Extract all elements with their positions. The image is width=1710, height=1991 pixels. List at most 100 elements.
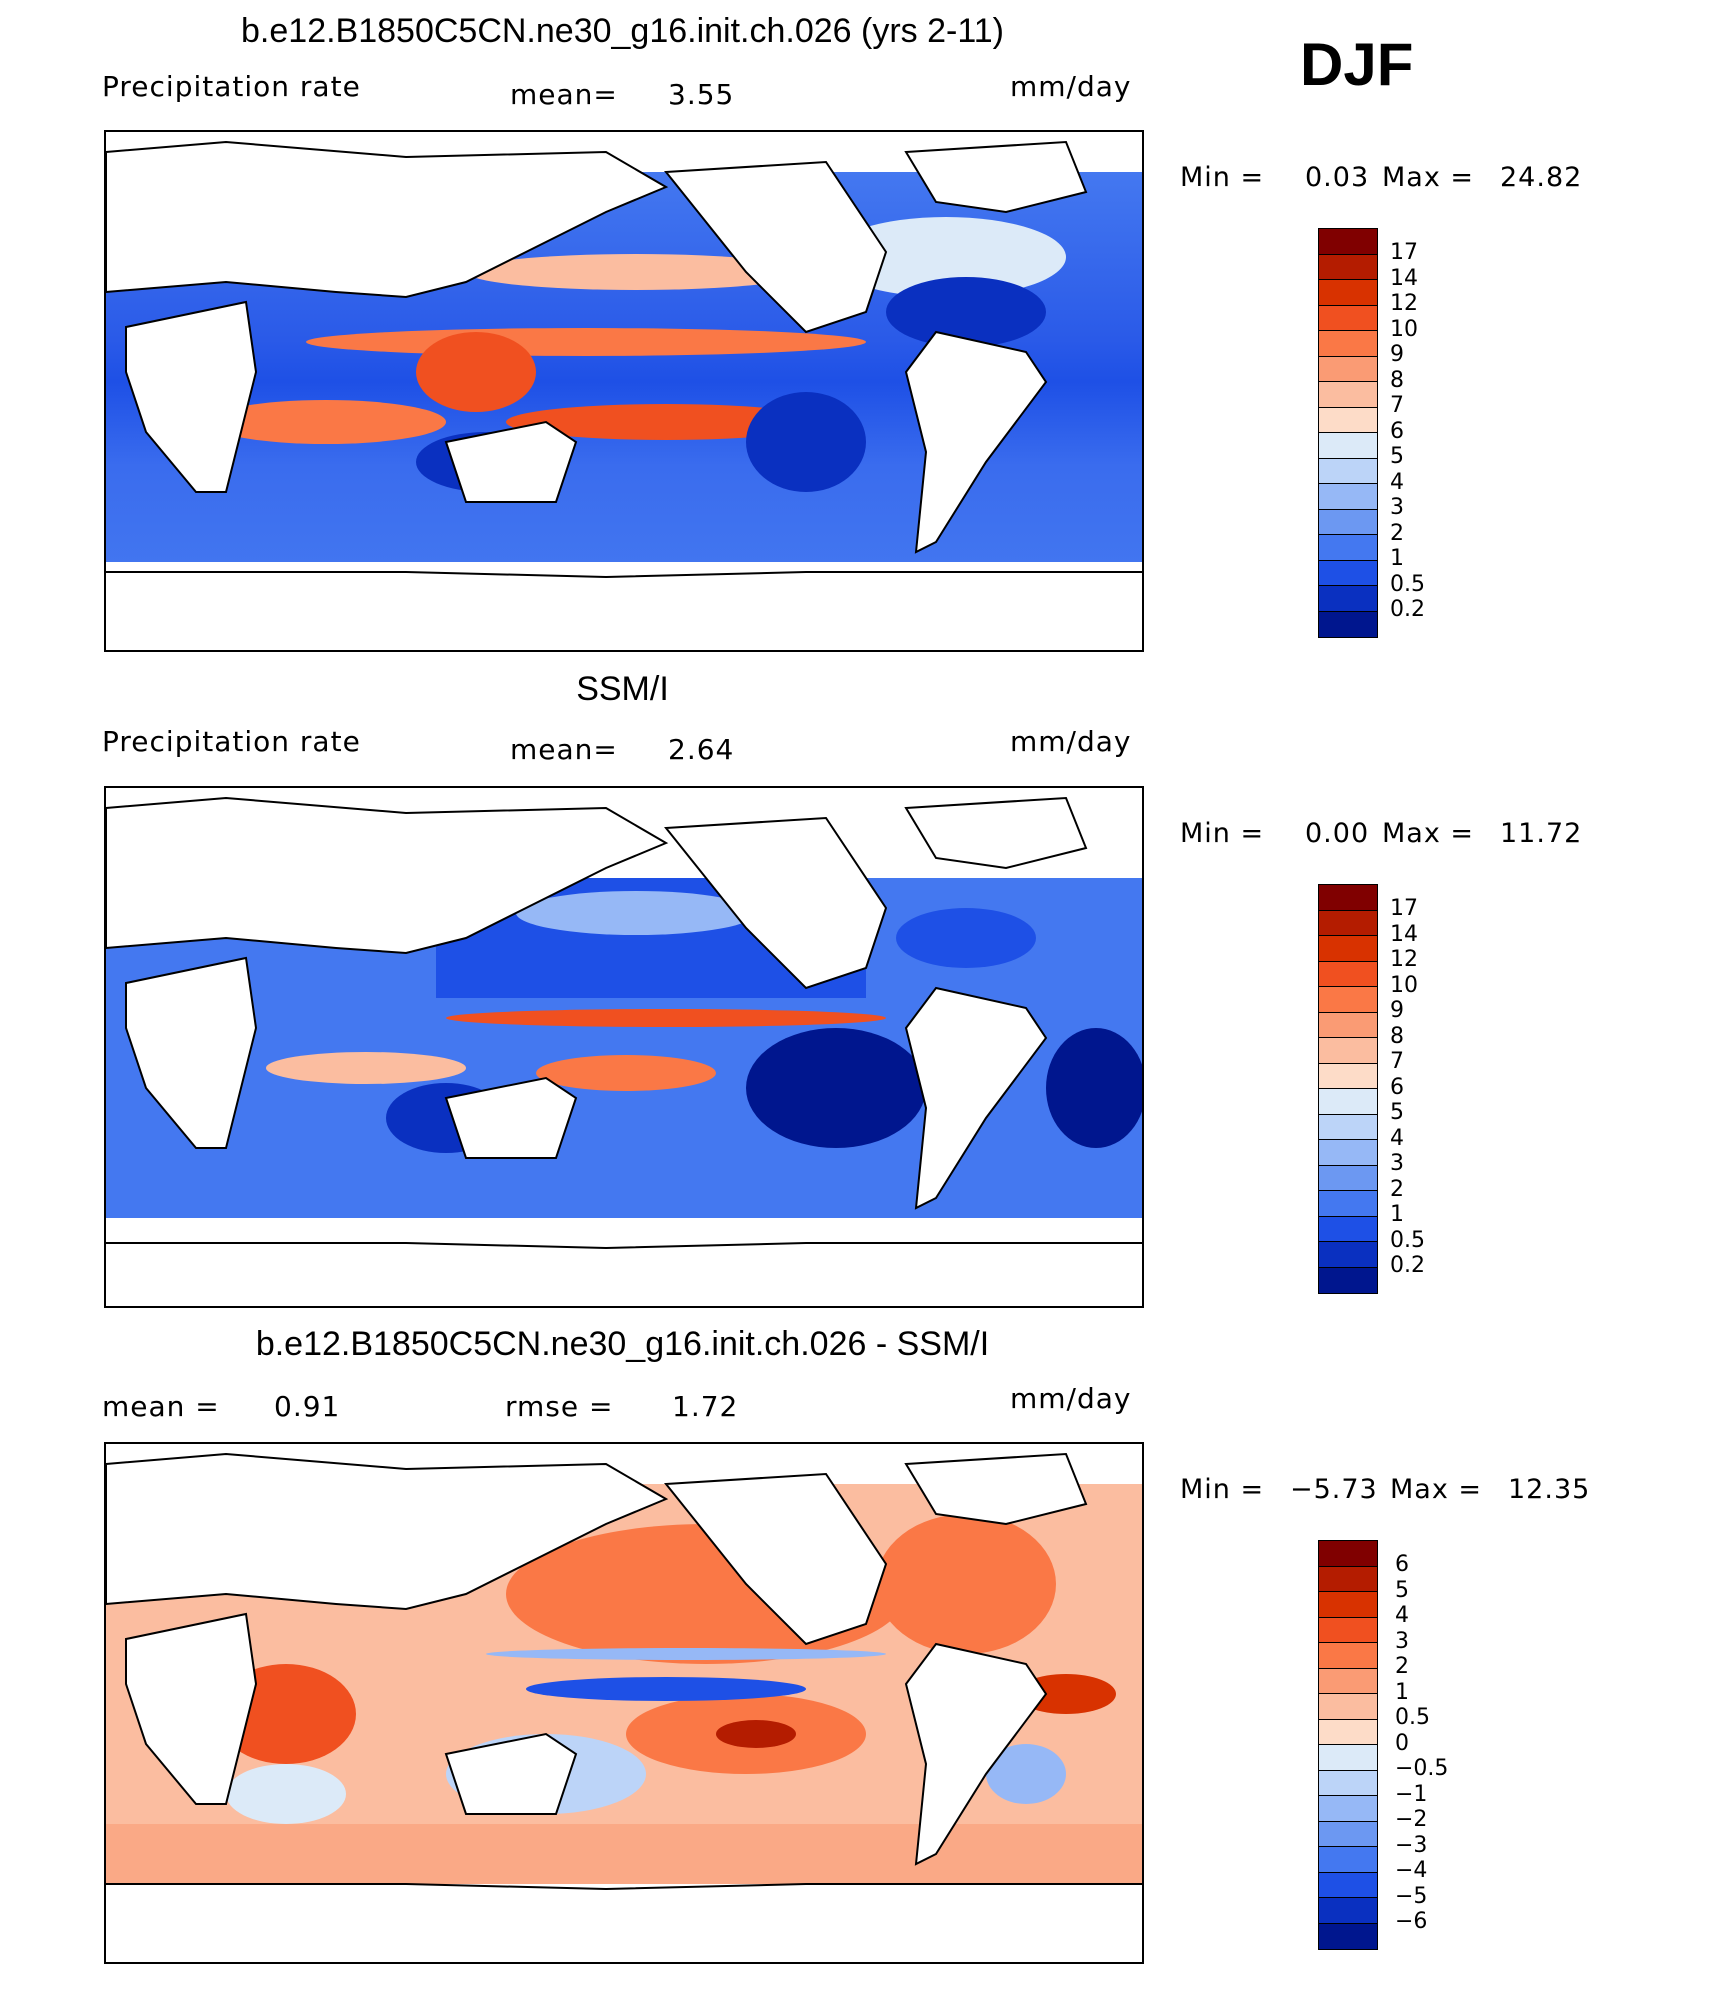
panel-3-rmse-label: rmse = — [505, 1390, 614, 1423]
panel-3-mean-label: mean = — [102, 1390, 220, 1423]
panel-2-mean-label: mean= — [510, 733, 618, 766]
colorbar-swatch — [1319, 382, 1377, 408]
colorbar-swatch — [1319, 433, 1377, 459]
colorbar-swatch — [1319, 961, 1377, 987]
colorbar-swatch — [1319, 509, 1377, 535]
colorbar-swatch — [1319, 458, 1377, 484]
colorbar-tick-label: 1 — [1390, 1202, 1404, 1227]
colorbar-swatch — [1319, 1923, 1377, 1949]
panel-2-title: SSM/I — [576, 670, 669, 708]
panel-1-variable-label: Precipitation rate — [102, 70, 361, 103]
colorbar-tick-label: −4 — [1395, 1858, 1428, 1883]
panel-2-variable-label: Precipitation rate — [102, 725, 361, 758]
colorbar-tick-label: 6 — [1390, 1074, 1404, 1100]
colorbar-swatch — [1319, 1770, 1377, 1796]
colorbar-tick-label: 3 — [1390, 495, 1404, 520]
colorbar-tick-label: −1 — [1395, 1781, 1428, 1807]
colorbar-swatch — [1319, 1898, 1377, 1924]
season-label: DJF — [1300, 31, 1414, 98]
colorbar-tick-label: 4 — [1390, 1125, 1404, 1151]
colorbar-tick-label: 9 — [1390, 342, 1404, 367]
colorbar-swatch — [1319, 1796, 1377, 1822]
colorbar-swatch — [1319, 1242, 1377, 1268]
colorbar-tick-label: 7 — [1390, 393, 1404, 418]
colorbar-swatch — [1319, 1566, 1377, 1592]
colorbar-swatch — [1319, 586, 1377, 612]
colorbar-tick-label: 3 — [1395, 1628, 1409, 1654]
colorbar-swatch — [1319, 305, 1377, 331]
colorbar-swatch — [1319, 1872, 1377, 1898]
colorbar-swatch — [1319, 1089, 1377, 1115]
panel-2-max-label: Max = — [1382, 818, 1475, 849]
colorbar-tick-label: 17 — [1390, 896, 1418, 921]
panel-2-colorbar — [1318, 884, 1378, 1294]
panel-3-mean-value: 0.91 — [274, 1390, 341, 1423]
colorbar-swatch — [1319, 885, 1377, 911]
colorbar-tick-label: 10 — [1390, 972, 1418, 998]
panel-2-map — [104, 786, 1144, 1308]
colorbar-tick-label: 14 — [1390, 265, 1418, 291]
panel-1-min-value: 0.03 — [1305, 162, 1370, 193]
panel-3-map — [104, 1442, 1144, 1964]
colorbar-tick-label: −3 — [1395, 1832, 1428, 1858]
colorbar-tick-label: 17 — [1390, 240, 1418, 265]
panel-1-title: b.e12.B1850C5CN.ne30_g16.init.ch.026 (yr… — [241, 12, 1004, 50]
colorbar-tick-label: 8 — [1390, 367, 1404, 393]
colorbar-tick-label: 0.2 — [1390, 1253, 1425, 1278]
colorbar-tick-label: −0.5 — [1395, 1756, 1449, 1781]
colorbar-tick-label: 7 — [1390, 1049, 1404, 1074]
colorbar-tick-label: 4 — [1395, 1603, 1409, 1628]
colorbar-swatch — [1319, 1719, 1377, 1745]
colorbar-tick-label: −2 — [1395, 1807, 1428, 1832]
colorbar-swatch — [1319, 1745, 1377, 1771]
colorbar-swatch — [1319, 987, 1377, 1013]
colorbar-swatch — [1319, 1847, 1377, 1873]
colorbar-tick-label: 0.5 — [1390, 571, 1425, 597]
colorbar-tick-label: 14 — [1390, 921, 1418, 947]
panel-1-units: mm/day — [1010, 70, 1132, 103]
panel-3-colorbar — [1318, 1540, 1378, 1950]
panel-3-max-label: Max = — [1390, 1474, 1483, 1505]
panel-3-units: mm/day — [1010, 1382, 1132, 1415]
colorbar-tick-label: 2 — [1395, 1654, 1409, 1679]
colorbar-swatch — [1319, 1038, 1377, 1064]
colorbar-tick-label: 2 — [1390, 1176, 1404, 1202]
colorbar-tick-label: 12 — [1390, 291, 1418, 316]
colorbar-tick-label: 6 — [1390, 418, 1404, 444]
colorbar-tick-label: 12 — [1390, 947, 1418, 972]
colorbar-tick-label: 5 — [1390, 1100, 1404, 1125]
colorbar-swatch — [1319, 936, 1377, 962]
colorbar-swatch — [1319, 1063, 1377, 1089]
colorbar-swatch — [1319, 1140, 1377, 1166]
colorbar-tick-label: 5 — [1395, 1577, 1409, 1603]
colorbar-swatch — [1319, 1191, 1377, 1217]
colorbar-swatch — [1319, 229, 1377, 255]
colorbar-tick-label: 3 — [1390, 1151, 1404, 1176]
colorbar-tick-label: 6 — [1395, 1552, 1409, 1577]
colorbar-tick-label: 0 — [1395, 1730, 1409, 1756]
panel-2-max-value: 11.72 — [1500, 818, 1583, 849]
colorbar-swatch — [1319, 1617, 1377, 1643]
colorbar-tick-label: 0.5 — [1395, 1705, 1430, 1730]
panel-1-max-label: Max = — [1382, 162, 1475, 193]
colorbar-tick-label: 1 — [1390, 546, 1404, 571]
colorbar-tick-label: 0.5 — [1390, 1227, 1425, 1253]
colorbar-swatch — [1319, 560, 1377, 586]
panel-1-min-label: Min = — [1180, 162, 1265, 193]
panel-1-mean-value: 3.55 — [668, 78, 735, 111]
colorbar-tick-label: 9 — [1390, 998, 1404, 1023]
colorbar-swatch — [1319, 1114, 1377, 1140]
panel-3-min-label: Min = — [1180, 1474, 1265, 1505]
colorbar-swatch — [1319, 1821, 1377, 1847]
colorbar-swatch — [1319, 331, 1377, 357]
colorbar-swatch — [1319, 1694, 1377, 1720]
panel-2-min-value: 0.00 — [1305, 818, 1370, 849]
colorbar-tick-label: 5 — [1390, 444, 1404, 469]
colorbar-swatch — [1319, 254, 1377, 280]
panel-3-rmse-value: 1.72 — [672, 1390, 739, 1423]
colorbar-swatch — [1319, 1165, 1377, 1191]
colorbar-swatch — [1319, 1643, 1377, 1669]
panel-2-min-label: Min = — [1180, 818, 1265, 849]
colorbar-swatch — [1319, 407, 1377, 433]
colorbar-tick-label: 8 — [1390, 1023, 1404, 1049]
